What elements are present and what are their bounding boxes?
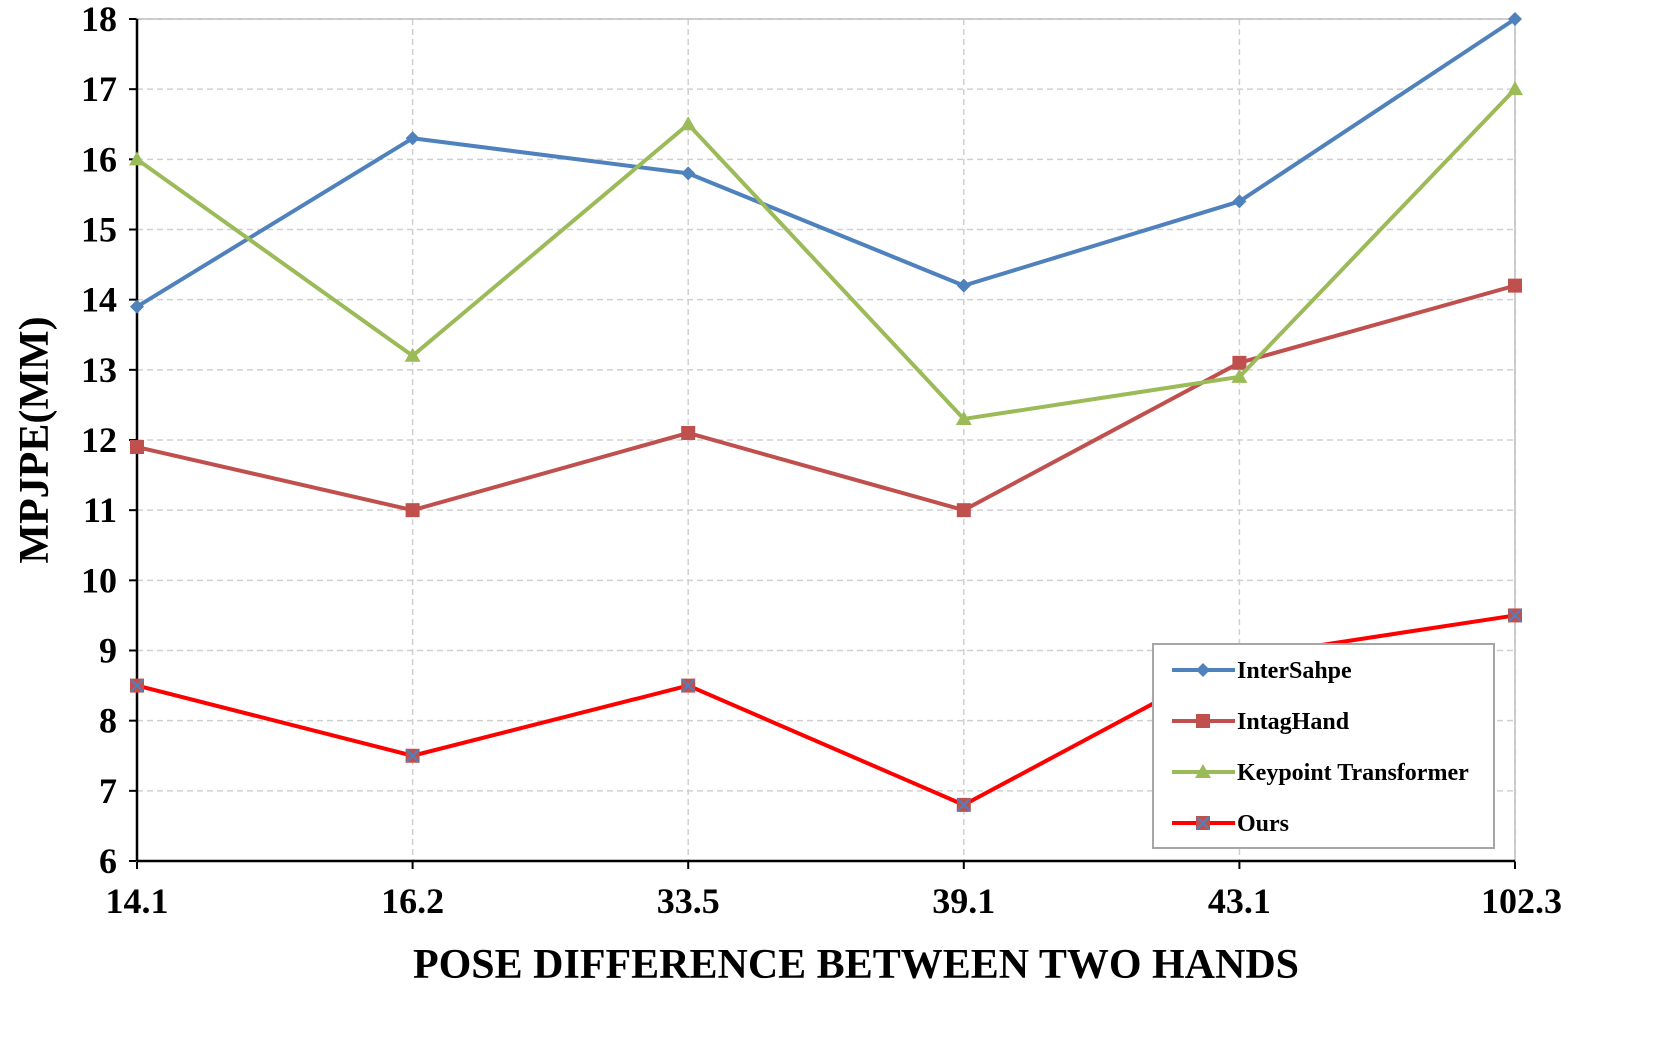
data-point bbox=[130, 440, 144, 455]
data-point bbox=[129, 151, 145, 166]
x-axis-title: POSE DIFFERENCE BETWEEN TWO HANDS bbox=[413, 942, 1299, 988]
y-axis-title: MPJPE(MM) bbox=[12, 316, 58, 563]
x-tick-label: 16.2 bbox=[381, 881, 444, 921]
data-point bbox=[955, 410, 972, 425]
data-point bbox=[130, 299, 144, 314]
data-point bbox=[956, 503, 971, 518]
data-point bbox=[405, 748, 420, 763]
legend-label: IntagHand bbox=[1237, 709, 1350, 735]
y-tick-label: 14 bbox=[81, 280, 117, 320]
y-tick-label: 15 bbox=[81, 210, 117, 250]
data-point bbox=[681, 166, 696, 181]
y-tick-label: 16 bbox=[81, 139, 117, 179]
x-tick-labels: 14.1 16.2 33.5 39.1 43.1 102.3 bbox=[106, 881, 1563, 921]
legend-item: Ours bbox=[1172, 811, 1289, 837]
data-point bbox=[681, 678, 696, 693]
series-1 bbox=[130, 278, 1522, 518]
data-point bbox=[405, 131, 420, 146]
data-point bbox=[680, 116, 697, 131]
y-tick-label: 18 bbox=[81, 0, 117, 39]
y-tick-labels: 6 7 8 9 10 11 12 13 14 15 16 17 18 bbox=[81, 0, 117, 881]
data-point bbox=[130, 678, 144, 693]
series-line bbox=[135, 87, 1517, 421]
legend-item: IntagHand bbox=[1172, 709, 1350, 735]
axes bbox=[129, 18, 1516, 869]
legend-item: Keypoint Transformer bbox=[1172, 760, 1469, 786]
legend-marker bbox=[1196, 816, 1210, 830]
y-tick-label: 17 bbox=[81, 69, 117, 109]
y-tick-label: 12 bbox=[81, 420, 117, 460]
data-point bbox=[1232, 355, 1247, 370]
series-0 bbox=[130, 12, 1522, 314]
data-point bbox=[1232, 194, 1247, 209]
legend-marker bbox=[1195, 764, 1211, 778]
data-point bbox=[681, 425, 696, 440]
y-tick-label: 6 bbox=[99, 841, 117, 881]
data-point bbox=[405, 503, 420, 518]
x-tick-label: 102.3 bbox=[1481, 881, 1562, 921]
data-point bbox=[404, 347, 421, 362]
legend-marker bbox=[1196, 714, 1210, 728]
series-2 bbox=[129, 81, 1523, 425]
data-point bbox=[1508, 12, 1522, 26]
data-point bbox=[956, 797, 971, 812]
legend-item: InterSahpe bbox=[1172, 658, 1352, 684]
y-tick-label: 8 bbox=[99, 701, 117, 741]
series-line bbox=[135, 17, 1517, 309]
series-line bbox=[136, 283, 1516, 513]
legend-label: Keypoint Transformer bbox=[1237, 760, 1469, 786]
legend: InterSahpe IntagHand Keypoint Transformer O… bbox=[1152, 643, 1495, 849]
y-tick-label: 7 bbox=[99, 771, 117, 811]
data-point bbox=[956, 278, 971, 293]
legend-box bbox=[1152, 643, 1495, 849]
legend-label: InterSahpe bbox=[1237, 658, 1352, 684]
x-tick-label: 33.5 bbox=[657, 881, 720, 921]
x-tick-label: 43.1 bbox=[1208, 881, 1271, 921]
y-tick-label: 9 bbox=[99, 631, 117, 671]
y-tick-label: 10 bbox=[81, 560, 117, 600]
x-tick-label: 14.1 bbox=[106, 881, 169, 921]
x-tick-label: 39.1 bbox=[932, 881, 995, 921]
data-point bbox=[1231, 368, 1248, 383]
y-tick-label: 13 bbox=[81, 350, 117, 390]
y-tick-label: 11 bbox=[83, 490, 117, 530]
legend-marker bbox=[1196, 663, 1210, 677]
data-point bbox=[1508, 278, 1522, 293]
data-point bbox=[1508, 608, 1522, 623]
legend-label: Ours bbox=[1237, 811, 1289, 837]
data-point bbox=[1507, 81, 1523, 96]
